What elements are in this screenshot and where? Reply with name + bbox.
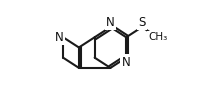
- Text: N: N: [55, 31, 64, 44]
- Text: N: N: [106, 16, 115, 29]
- Text: CH₃: CH₃: [148, 32, 167, 42]
- Text: N: N: [122, 56, 131, 69]
- Text: S: S: [138, 16, 146, 29]
